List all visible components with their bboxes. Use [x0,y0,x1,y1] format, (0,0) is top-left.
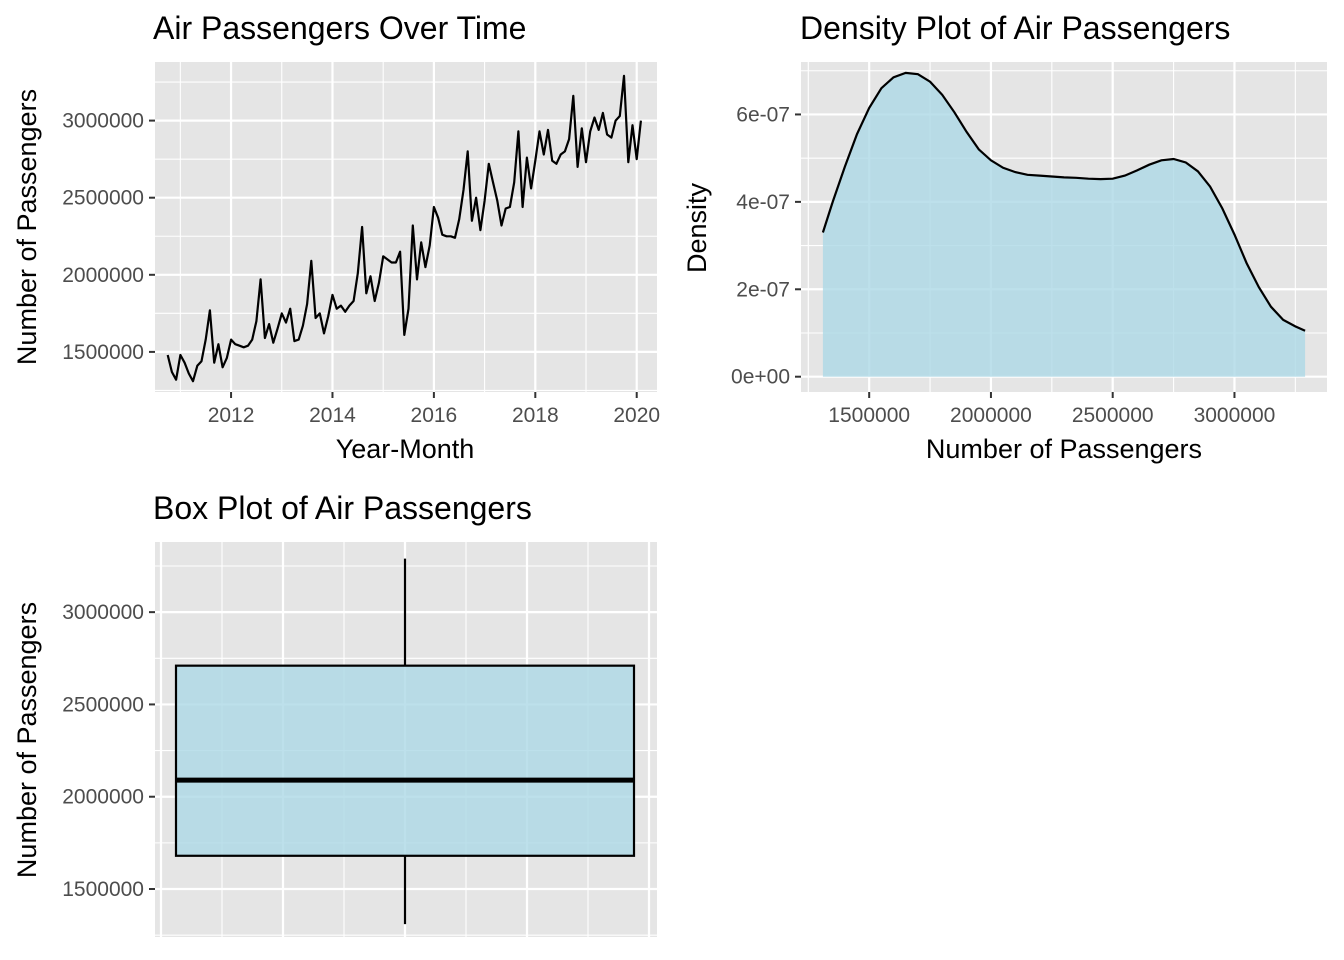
density-y-tick-label: 2e-07 [736,278,790,301]
line-y-tick-label: 1500000 [62,341,144,364]
line-y-tick-label: 2500000 [62,187,144,210]
density-curve [821,71,1306,332]
box-y-axis-title: Number of Passengers [12,602,42,878]
box-chart-title: Box Plot of Air Passengers [153,490,532,526]
line-y-tick-label: 3000000 [62,110,144,133]
line-x-axis-title: Year-Month [336,434,475,464]
line-x-tick-label: 2018 [512,404,559,427]
line-plot-background [155,62,657,392]
line-x-tick-label: 2016 [411,404,458,427]
density-x-tick-label: 1500000 [828,404,910,427]
line-gridlines [155,62,657,392]
density-area [822,72,1306,377]
density-chart-title: Density Plot of Air Passengers [800,10,1230,46]
density-x-tick-label: 2000000 [950,404,1032,427]
density-x-axis-title: Number of Passengers [926,434,1202,464]
density-x-tick-label: 3000000 [1194,404,1276,427]
line-x-tick-label: 2012 [208,404,255,427]
line-axis-ticks: 2012 2014 2016 2018 2020 1500000 2000000 250000… [62,110,660,427]
density-y-tick-label: 0e+00 [731,366,790,389]
line-chart-title: Air Passengers Over Time [153,10,526,46]
line-x-tick-label: 2014 [309,404,356,427]
density-chart-panel: Density Plot of Air Passengers 1500000 20… [682,10,1327,464]
box-chart-panel: Box Plot of Air Passengers 1500000 200000… [12,490,657,937]
density-y-tick-label: 6e-07 [736,103,790,126]
line-y-axis-title: Number of Passengers [12,89,42,365]
box-axis-ticks: 1500000 2000000 2500000 3000000 [62,601,155,901]
density-y-axis-title: Density [682,182,712,273]
interquartile-box [174,664,636,857]
line-x-tick-label: 2020 [613,404,660,427]
density-axis-ticks: 1500000 2000000 2500000 3000000 0e+00 2e-07 4e… [731,103,1275,427]
box-y-tick-label: 1500000 [62,878,144,901]
line-y-tick-label: 2000000 [62,264,144,287]
line-chart-panel: Air Passengers Over Time 2012 2014 2016 201… [12,10,660,464]
density-y-tick-label: 4e-07 [736,191,790,214]
box-y-tick-label: 2500000 [62,693,144,716]
box-y-tick-label: 3000000 [62,601,144,624]
box-y-tick-label: 2000000 [62,786,144,809]
box-marks [174,558,636,925]
series-line [166,74,642,383]
density-x-tick-label: 2500000 [1072,404,1154,427]
